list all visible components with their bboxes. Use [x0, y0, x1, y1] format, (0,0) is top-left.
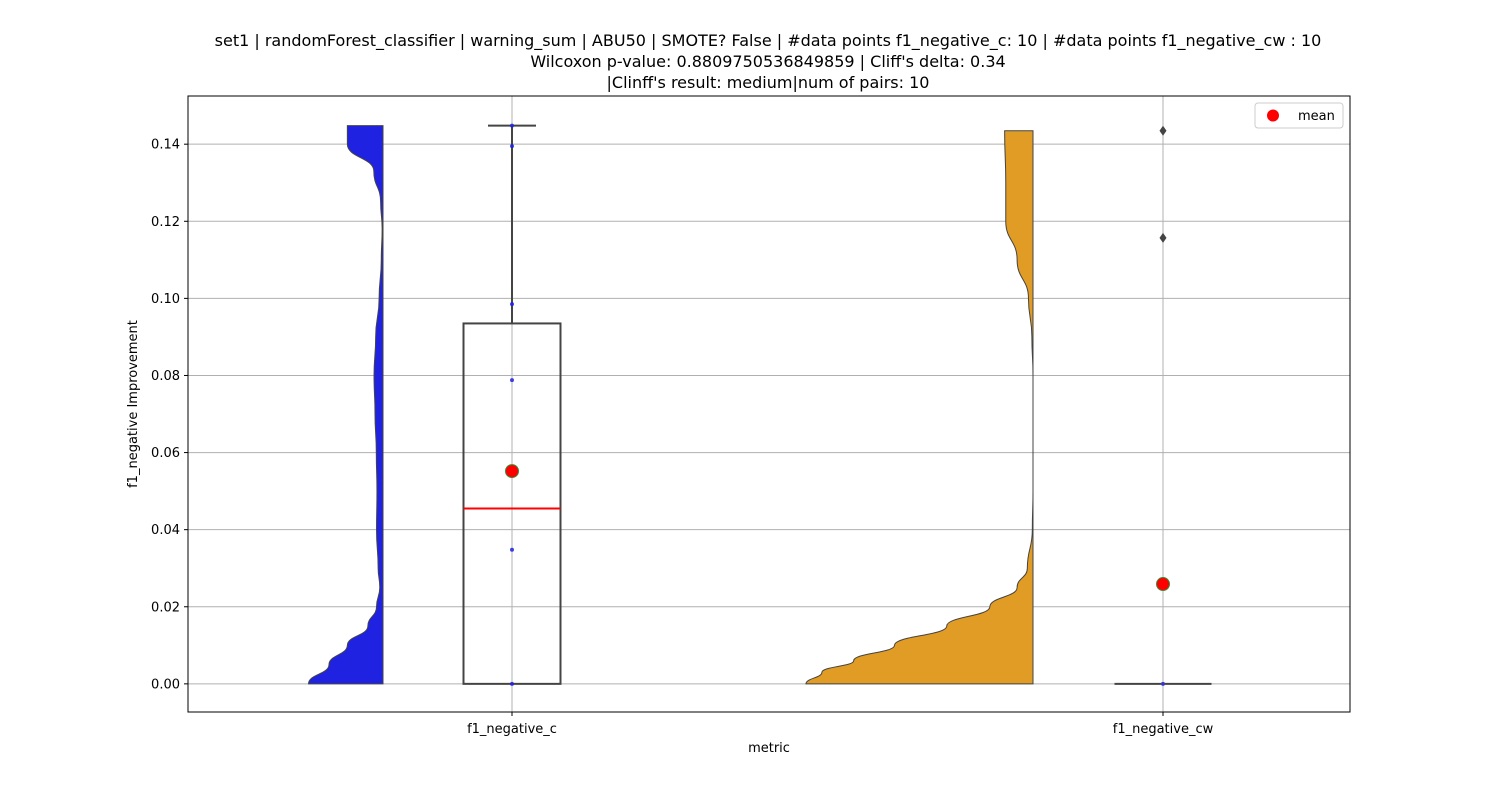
y-tick-label: 0.10 — [151, 292, 180, 307]
legend-mean-marker — [1267, 109, 1279, 122]
legend-box — [1254, 102, 1344, 129]
data-point — [510, 378, 514, 383]
data-point — [510, 302, 514, 307]
violins — [307, 125, 1034, 685]
violin-f1_negative_c — [307, 125, 384, 685]
y-tick-label: 0.00 — [151, 677, 180, 692]
violin-f1_negative_cw — [805, 130, 1034, 685]
data-point — [1161, 681, 1165, 686]
chart-title-line-1: set1 | randomForest_classifier | warning… — [215, 31, 1322, 51]
y-tick-label: 0.02 — [151, 600, 180, 615]
data-point — [510, 123, 514, 128]
x-axis-ticks: f1_negative_c f1_negative_cw — [467, 712, 1214, 737]
x-tick-label: f1_negative_c — [467, 722, 557, 737]
x-axis-label: metric — [748, 741, 790, 756]
data-point — [510, 547, 514, 552]
y-tick-label: 0.08 — [151, 369, 180, 384]
x-tick-label: f1_negative_cw — [1113, 722, 1214, 737]
chart-title-line-2: Wilcoxon p-value: 0.8809750536849859 | C… — [530, 52, 1005, 71]
data-point — [510, 681, 514, 686]
boxplots — [462, 124, 1212, 685]
y-axis-ticks: 0.00 0.02 0.04 0.06 0.08 0.10 0.12 0.14 — [151, 138, 188, 692]
y-tick-label: 0.06 — [151, 446, 180, 461]
y-tick-label: 0.12 — [151, 215, 180, 230]
outlier-marker — [1159, 125, 1167, 136]
data-point — [510, 144, 514, 149]
legend: mean — [1254, 102, 1344, 129]
gridlines — [188, 96, 1350, 712]
mean-marker — [505, 464, 519, 479]
y-tick-label: 0.04 — [151, 523, 180, 538]
mean-marker — [1156, 577, 1170, 592]
outlier-marker — [1159, 232, 1167, 243]
plot-area-frame — [187, 95, 1351, 713]
chart-title-line-3: |Clinff's result: medium|num of pairs: 1… — [607, 73, 930, 92]
data-points — [505, 123, 1170, 686]
y-tick-label: 0.14 — [151, 138, 180, 153]
y-axis-label: f1_negative Improvement — [126, 320, 141, 488]
legend-mean-label: mean — [1298, 109, 1335, 124]
